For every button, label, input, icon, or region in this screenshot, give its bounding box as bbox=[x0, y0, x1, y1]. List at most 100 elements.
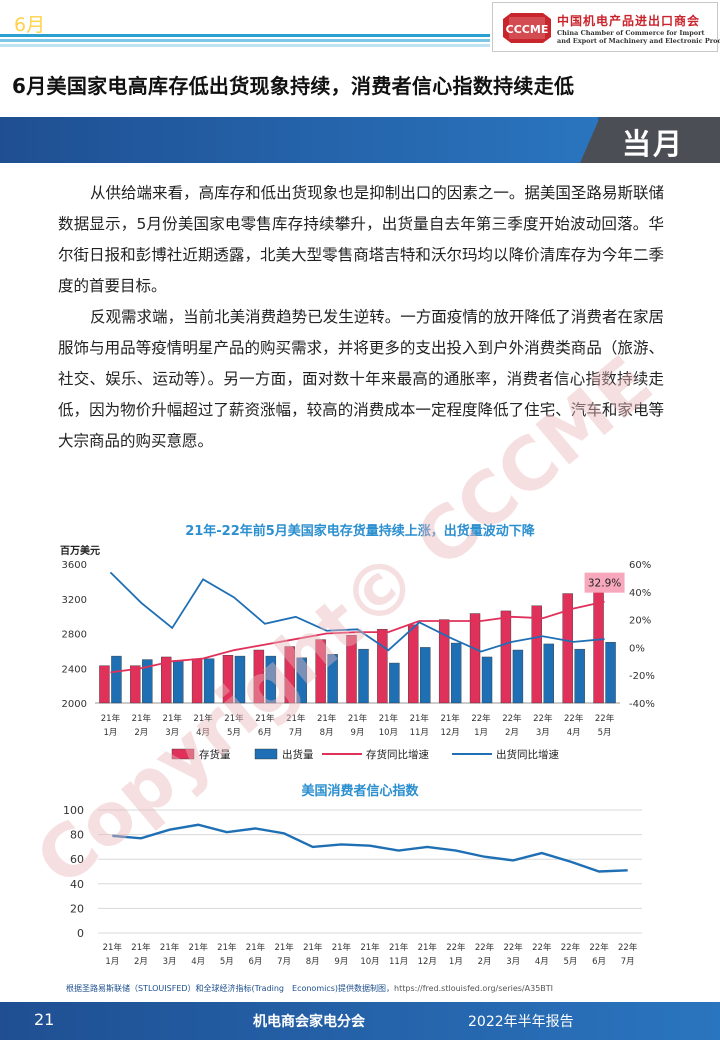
chart2-xtick-label: 6月 bbox=[249, 957, 263, 967]
chart1-y2tick-label: -20% bbox=[629, 671, 655, 682]
chart1-bar bbox=[265, 655, 277, 704]
chart1-bar bbox=[99, 665, 110, 704]
chart2-xtick-label: 21年 bbox=[246, 942, 266, 953]
chart1-xtick-label: 2月 bbox=[505, 728, 519, 738]
chart2-xtick-label: 21年 bbox=[303, 942, 323, 953]
chart2-xtick-label: 21年 bbox=[217, 942, 237, 953]
chart1-xtick-label: 7月 bbox=[289, 728, 303, 738]
chart1-bar bbox=[161, 656, 172, 704]
chart1-xtick-label: 6月 bbox=[258, 728, 272, 738]
chart2-title: 美国消费者信心指数 bbox=[301, 784, 419, 799]
chart1-xtick-label: 21年 bbox=[132, 713, 152, 724]
chart1-bar bbox=[296, 657, 307, 704]
chart2-xtick-label: 6月 bbox=[592, 957, 606, 967]
chart2-ytick-label: 40 bbox=[70, 878, 84, 891]
chart2-xtick-label: 21年 bbox=[189, 942, 209, 953]
chart1-bar bbox=[562, 593, 573, 704]
chart2-ytick-label: 20 bbox=[70, 902, 84, 915]
chart2-ytick-label: 80 bbox=[70, 829, 84, 842]
chart1-xtick-label: 22年 bbox=[564, 713, 584, 724]
footer-report: 2022年半年报告 bbox=[468, 1014, 574, 1030]
chart1-xtick-label: 12月 bbox=[440, 728, 459, 738]
inventory-shipment-chart: 百万美元 2000 2400 2800 3200 3600 60% 40% 20% 0% -20% -… bbox=[60, 544, 655, 761]
chart1-bar bbox=[203, 658, 215, 704]
chart1-bar bbox=[346, 635, 357, 704]
chart1-xtick-label: 11月 bbox=[410, 728, 429, 738]
chart1-annotation: 32.9% bbox=[588, 578, 621, 590]
chart1-bar bbox=[377, 628, 388, 704]
chart1-legend-label: 出货量 bbox=[282, 748, 314, 761]
chart2-xtick-label: 21年 bbox=[360, 942, 380, 953]
chart2-xtick-label: 7月 bbox=[277, 957, 291, 967]
page-title: 6月美国家电高库存低出货现象持续，消费者信心指数持续走低 bbox=[12, 74, 575, 98]
chart1-xtick-label: 22年 bbox=[502, 713, 522, 724]
chart1-xtick-label: 21年 bbox=[286, 713, 306, 724]
chart2-xtick-label: 3月 bbox=[163, 957, 177, 967]
section-title: 6月对北美洲出口统计 bbox=[14, 14, 198, 36]
chart2-xtick-label: 21年 bbox=[131, 942, 151, 953]
data-source-note: 根据圣路易斯联储（STLOUISFED）和全球经济指标(Trading Econ… bbox=[66, 984, 554, 993]
chart1-xtick-label: 5月 bbox=[227, 728, 241, 738]
chart1-xtick-label: 21年 bbox=[255, 713, 275, 724]
chart1-bar bbox=[358, 648, 369, 704]
chart1-bar bbox=[315, 639, 326, 704]
source-url-link[interactable]: https://fred.stlouisfed.org/series/A35BT… bbox=[394, 984, 554, 993]
chart1-xtick-label: 21年 bbox=[379, 713, 399, 724]
chart1-xtick-label: 3月 bbox=[165, 728, 179, 738]
chart1-bar bbox=[469, 613, 481, 704]
body-text: 从供给端来看，高库存和低出货现象也是抑制出口的因素之一。据美国圣路易斯联储数据显… bbox=[58, 178, 664, 457]
svg-text:CCCME: CCCME bbox=[506, 23, 549, 36]
chart2-xtick-label: 21年 bbox=[418, 942, 438, 953]
chart2-xtick-label: 1月 bbox=[449, 957, 463, 967]
chart1-legend-label: 出货同比增速 bbox=[496, 748, 559, 761]
paragraph-supply: 从供给端来看，高库存和低出货现象也是抑制出口的因素之一。据美国圣路易斯联储数据显… bbox=[58, 184, 664, 295]
chart2-xtick-label: 3月 bbox=[506, 957, 520, 967]
chart1-bar bbox=[284, 646, 295, 704]
org-name-en: China Chamber of Commerce for Import and… bbox=[557, 29, 720, 45]
chart1-series-line bbox=[109, 571, 605, 653]
chart2-xtick-label: 22年 bbox=[618, 942, 638, 953]
chart1-xtick-label: 21年 bbox=[348, 713, 368, 724]
chart1-y2tick-label: -40% bbox=[629, 699, 655, 710]
chart2-xtick-label: 8月 bbox=[306, 957, 320, 967]
chart1-xtick-label: 3月 bbox=[536, 728, 550, 738]
chart1-xtick-label: 21年 bbox=[193, 713, 213, 724]
chart1-ytick-label: 2000 bbox=[62, 699, 87, 710]
chart1-xtick-label: 22年 bbox=[471, 713, 491, 724]
chart2-xtick-label: 22年 bbox=[446, 942, 466, 953]
chart1-ytick-label: 2800 bbox=[62, 630, 87, 641]
chart1-bar bbox=[593, 580, 604, 704]
chart1-bar bbox=[605, 641, 616, 704]
chart1-xtick-label: 21年 bbox=[224, 713, 244, 724]
chart1-bar bbox=[543, 643, 554, 704]
chart1-y2tick-label: 0% bbox=[629, 643, 645, 654]
chart1-xtick-label: 21年 bbox=[317, 713, 337, 724]
chart2-xtick-label: 22年 bbox=[532, 942, 552, 953]
chart1-ytick-label: 3200 bbox=[62, 595, 87, 606]
chart1-xtick-label: 21年 bbox=[410, 713, 430, 724]
chart2-ytick-label: 60 bbox=[70, 853, 84, 866]
chart2-xtick-label: 5月 bbox=[220, 957, 234, 967]
chart1-legend-label: 存货同比增速 bbox=[366, 748, 429, 761]
page-footer: 21 机电商会家电分会 2022年半年报告 bbox=[0, 1002, 720, 1040]
chart1-title: 21年-22年前5月美国家电存货量持续上涨，出货量波动下降 bbox=[185, 524, 535, 539]
consumer-confidence-chart: 0 20 40 60 80 100 21年 1月 21年 2月 21年 3月 21年 4月 21年 5月 21年… bbox=[63, 804, 642, 967]
chart2-ytick-label: 100 bbox=[63, 804, 84, 817]
chart1-xtick-label: 21年 bbox=[440, 713, 460, 724]
chart2-xtick-label: 22年 bbox=[503, 942, 523, 953]
chart1-bar bbox=[408, 624, 419, 704]
chart1-legend-swatch bbox=[254, 748, 278, 760]
chart1-ytick-label: 3600 bbox=[62, 560, 87, 571]
chart2-xtick-label: 9月 bbox=[334, 957, 348, 967]
chart1-legend-label: 存货量 bbox=[199, 748, 231, 761]
chart1-bar bbox=[142, 659, 153, 704]
chart2-xtick-label: 4月 bbox=[535, 957, 549, 967]
chart1-y2tick-label: 40% bbox=[629, 588, 651, 599]
chart1-legend-swatch bbox=[171, 748, 195, 760]
chart1-xtick-label: 10月 bbox=[379, 728, 398, 738]
chart1-xtick-label: 1月 bbox=[474, 728, 488, 738]
chart1-bar bbox=[327, 654, 338, 704]
org-logo: CCCME 中国机电产品进出口商会 China Chamber of Comme… bbox=[492, 2, 720, 52]
chart2-xtick-label: 10月 bbox=[360, 957, 379, 967]
chart1-xtick-label: 21年 bbox=[163, 713, 183, 724]
